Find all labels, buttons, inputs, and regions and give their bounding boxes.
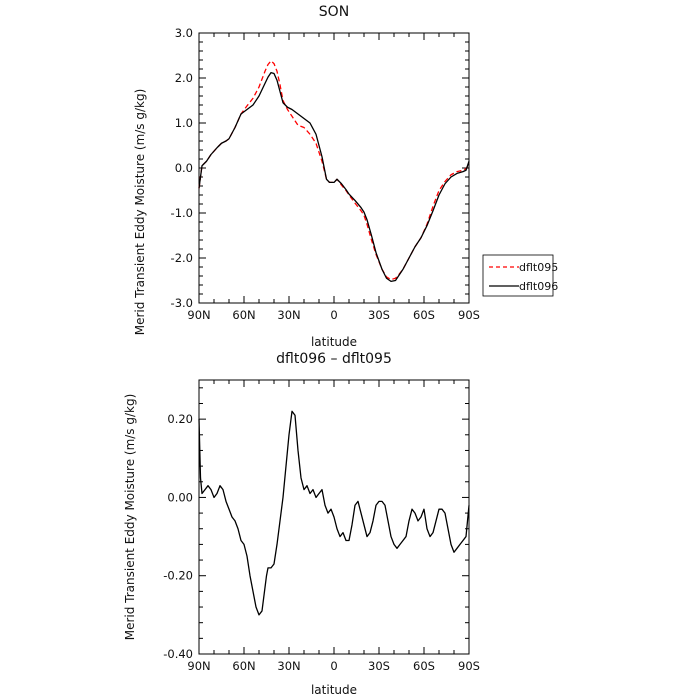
y-tick-label: -1.0: [171, 206, 193, 220]
x-tick-label: 90N: [187, 308, 210, 322]
chart-title: SON: [319, 4, 349, 20]
x-tick-label: 30S: [368, 659, 390, 673]
x-tick-label: 60N: [232, 308, 255, 322]
x-tick-label: 30N: [277, 308, 300, 322]
x-tick-label: 90S: [458, 659, 480, 673]
y-tick-label: 1.0: [175, 116, 193, 130]
y-tick-label: 2.0: [175, 71, 193, 85]
series-line-dflt096: [198, 71, 470, 283]
y-tick-label: 0.00: [167, 490, 193, 504]
plot-frame: [198, 32, 470, 304]
x-tick-label: 90N: [187, 659, 210, 673]
y-tick-label: -2.0: [171, 251, 193, 265]
legend: dflt095 dflt096: [482, 254, 558, 297]
series-line-difference: [198, 410, 470, 616]
legend-box: [482, 254, 554, 297]
y-axis-label: Merid Transient Eddy Moisture (m/s g/kg): [123, 394, 137, 641]
chart-title: dflt096 – dflt095: [276, 351, 392, 367]
x-tick-label: 60N: [232, 659, 255, 673]
y-axis-label: Merid Transient Eddy Moisture (m/s g/kg): [133, 89, 147, 336]
y-tick-label: -0.40: [163, 647, 193, 661]
y-tick-label: 0.0: [175, 161, 193, 175]
x-axis-label: latitude: [311, 683, 357, 697]
chart-bottom: dflt096 – dflt095 90N 60N 30N 0 30S 60S 90S 0.2…: [123, 351, 480, 697]
x-tick-label: 60S: [413, 308, 435, 322]
plot-area: 90N 60N 30N 0 30S 60S 90S 0.20 0.00 -0.20 -0.40: [163, 379, 480, 673]
y-tick-label: 3.0: [175, 26, 193, 40]
x-tick-label: 0: [330, 308, 337, 322]
legend-label-dflt095: dflt095: [519, 261, 558, 274]
chart-top: SON 90N 60N 30N 0 30S 60S 90S 3.0 2.0 1.0 0.0 -1.0 -…: [133, 4, 558, 349]
x-axis-label: latitude: [311, 335, 357, 349]
x-tick-label: 0: [330, 659, 337, 673]
x-tick-label: 60S: [413, 659, 435, 673]
series-line-dflt095: [198, 60, 470, 281]
x-tick-label: 90S: [458, 308, 480, 322]
x-tick-label: 30N: [277, 659, 300, 673]
y-tick-label: 0.20: [167, 412, 193, 426]
x-tick-label: 30S: [368, 308, 390, 322]
legend-label-dflt096: dflt096: [519, 280, 558, 293]
y-tick-label: -3.0: [171, 296, 193, 310]
y-tick-label: -0.20: [163, 569, 193, 583]
plot-area: 90N 60N 30N 0 30S 60S 90S 3.0 2.0 1.0 0.0 -1.0 -2.0 -…: [171, 26, 480, 322]
